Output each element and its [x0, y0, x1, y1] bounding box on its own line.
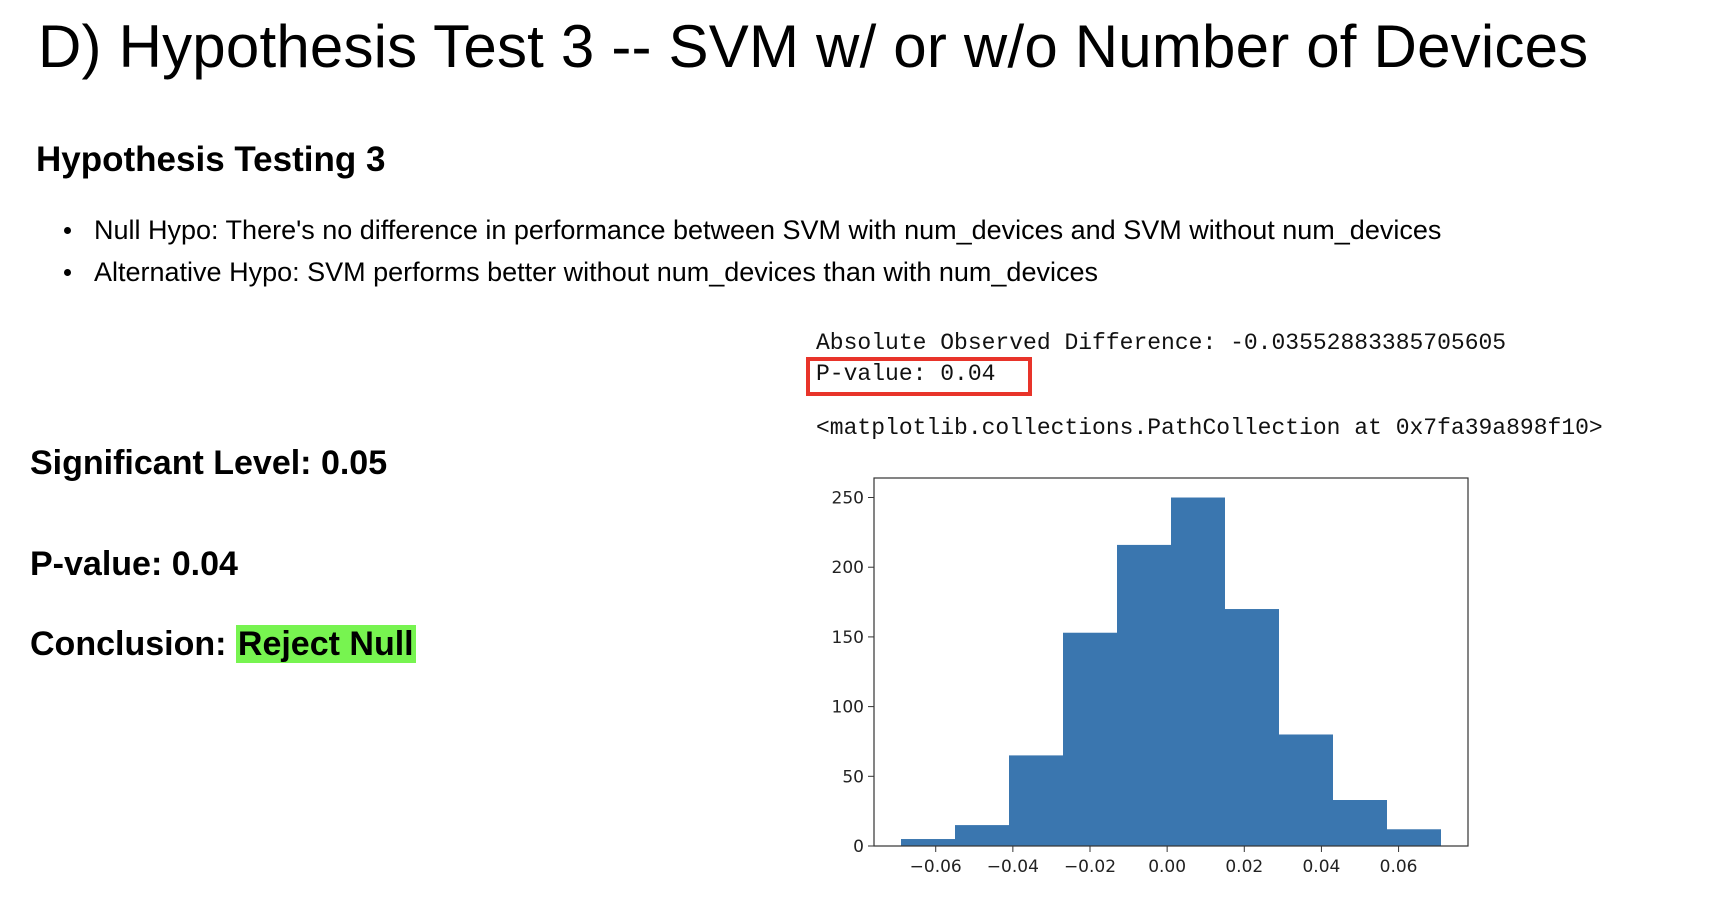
x-tick-label: −0.06	[910, 857, 962, 877]
y-tick-label: 0	[853, 837, 864, 857]
x-tick-label: 0.02	[1225, 857, 1263, 877]
histogram-bar	[901, 839, 955, 846]
conclusion: Conclusion: Reject Null	[30, 625, 416, 664]
section-heading: Hypothesis Testing 3	[36, 140, 386, 179]
p-value-highlight-box	[806, 357, 1032, 396]
y-tick-label: 50	[842, 767, 864, 787]
histogram-bar	[1171, 497, 1225, 846]
y-tick-label: 250	[832, 489, 864, 509]
x-tick-label: 0.06	[1380, 857, 1418, 877]
significance-level: Significant Level: 0.05	[30, 444, 388, 482]
x-tick-label: 0.04	[1302, 857, 1340, 877]
plot-frame	[873, 477, 1469, 847]
histogram-chart: −0.06 −0.04 −0.02 0.00 0.02 0.04 0.06 0 50 100 150…	[832, 477, 1469, 877]
y-tick-label: 100	[832, 698, 864, 718]
alternative-hypothesis-item: Alternative Hypo: SVM performs better wi…	[60, 254, 1441, 296]
histogram-bar	[1387, 829, 1441, 846]
conclusion-label: Conclusion:	[30, 625, 236, 663]
slide-title: D) Hypothesis Test 3 -- SVM w/ or w/o Nu…	[38, 13, 1589, 80]
histogram-bar	[1009, 755, 1063, 846]
histogram-bar	[1063, 632, 1117, 846]
y-tick-label: 200	[832, 558, 864, 578]
x-tick-label: −0.02	[1064, 857, 1116, 877]
y-tick-label: 150	[832, 628, 864, 648]
histogram-bar	[1117, 544, 1171, 846]
p-value-output: P-value: 0.04	[816, 361, 996, 387]
histogram-bar	[1225, 609, 1279, 846]
histogram-bar	[955, 825, 1009, 846]
x-tick-label: 0.00	[1148, 857, 1186, 877]
x-tick-label: −0.04	[987, 857, 1039, 877]
histogram-bar	[1333, 800, 1387, 846]
matplotlib-repr-output: <matplotlib.collections.PathCollection a…	[816, 415, 1603, 441]
histogram-bar	[1279, 734, 1333, 846]
observed-difference-output: Absolute Observed Difference: -0.0355288…	[816, 330, 1507, 356]
hypothesis-list: Null Hypo: There's no difference in perf…	[60, 212, 1441, 296]
p-value-summary: P-value: 0.04	[30, 545, 238, 583]
null-hypothesis-item: Null Hypo: There's no difference in perf…	[60, 212, 1441, 254]
conclusion-value: Reject Null	[235, 625, 416, 663]
